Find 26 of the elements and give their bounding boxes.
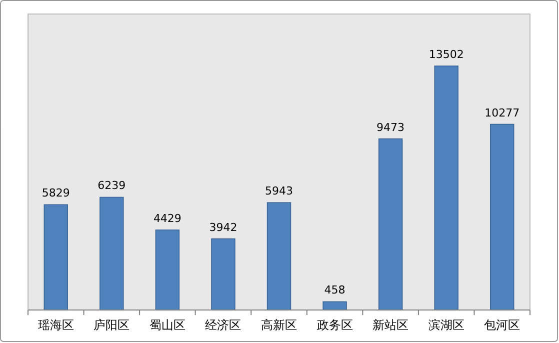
x-tick-label: 政务区 — [316, 318, 353, 332]
x-tick-label: 庐阳区 — [94, 318, 130, 332]
data-label: 5943 — [265, 184, 293, 198]
data-label: 458 — [324, 284, 346, 297]
data-label: 5829 — [42, 186, 70, 200]
bar — [434, 66, 458, 310]
x-tick-label: 滨湖区 — [428, 318, 464, 332]
x-tick-label: 经济区 — [205, 318, 242, 332]
bar — [378, 138, 403, 310]
x-tick-label: 新站区 — [372, 318, 409, 332]
x-tick-label: 瑶海区 — [38, 318, 74, 332]
bar — [490, 124, 514, 310]
data-label: 4429 — [153, 212, 182, 225]
data-label: 10277 — [484, 106, 520, 120]
bar — [100, 196, 124, 310]
x-tick-label: 高新区 — [261, 318, 297, 332]
x-tick-label: 包河区 — [484, 318, 520, 332]
data-label: 9473 — [376, 120, 405, 134]
data-label: 3942 — [209, 220, 238, 234]
bar — [211, 238, 236, 310]
data-label: 6239 — [98, 179, 126, 192]
bar — [266, 202, 292, 310]
data-label: 13502 — [428, 48, 464, 61]
x-tick-label: 蜀山区 — [149, 318, 186, 332]
bar — [155, 230, 180, 310]
bar — [44, 204, 68, 310]
